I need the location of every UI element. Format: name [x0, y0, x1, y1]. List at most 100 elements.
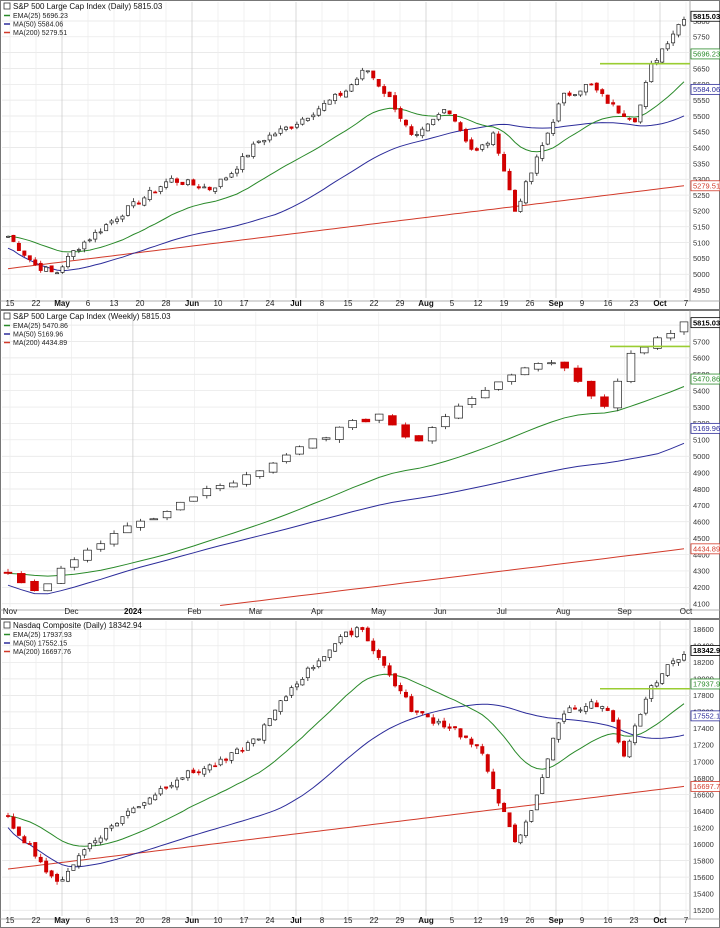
- candle: [284, 125, 289, 132]
- panel-frame: [0, 0, 720, 310]
- candle: [622, 110, 627, 117]
- candle-body: [82, 241, 87, 250]
- candle-body: [627, 117, 632, 120]
- candle: [638, 104, 643, 124]
- y-tick-label: 4900: [693, 468, 710, 477]
- candle: [191, 178, 196, 186]
- legend-entry: MA(200) 4434.89: [13, 340, 67, 347]
- candle-body: [3, 571, 13, 574]
- candle-body: [169, 177, 174, 183]
- candle-body: [540, 145, 545, 159]
- candle: [218, 178, 223, 189]
- candle-body: [420, 711, 425, 714]
- candle: [454, 403, 463, 420]
- candle: [589, 83, 594, 86]
- candle: [327, 99, 332, 105]
- candle: [382, 84, 387, 97]
- candle: [679, 321, 689, 335]
- candle-body: [125, 205, 130, 216]
- candle-body: [321, 437, 331, 440]
- series-line-ma200: [220, 548, 685, 606]
- candle: [224, 176, 229, 181]
- candle: [131, 198, 136, 209]
- panel-frame: [0, 619, 720, 928]
- y-tick-label: 5350: [693, 159, 710, 168]
- candle-body: [682, 654, 686, 661]
- candle: [496, 131, 501, 156]
- candle-body: [671, 33, 676, 44]
- value-label-box: [690, 317, 720, 329]
- candle: [520, 366, 530, 376]
- candle: [43, 583, 53, 592]
- candle: [551, 737, 556, 761]
- candle-body: [202, 186, 207, 189]
- candle-body: [401, 424, 410, 438]
- candle-body: [104, 827, 109, 840]
- candle-body: [305, 667, 310, 679]
- candle: [534, 154, 539, 176]
- value-label-box: [690, 180, 720, 192]
- candle-body: [643, 82, 648, 107]
- candle-body: [551, 737, 556, 761]
- candle-body: [255, 470, 265, 477]
- candle: [109, 218, 114, 226]
- y-tick-label: 5150: [693, 223, 710, 232]
- candle: [403, 119, 408, 128]
- candle: [109, 823, 114, 832]
- candle: [96, 540, 106, 552]
- candle-body: [491, 132, 496, 145]
- y-tick-label: 16000: [693, 840, 714, 849]
- candle: [469, 736, 474, 748]
- candle-body: [245, 154, 250, 158]
- candle: [284, 695, 289, 702]
- candle-body: [120, 816, 125, 824]
- candle: [529, 810, 534, 823]
- candle: [185, 769, 190, 781]
- candle: [507, 168, 512, 191]
- candle-body: [33, 259, 38, 266]
- y-tick-label: 15400: [693, 889, 714, 898]
- candle: [147, 796, 152, 805]
- candle-body: [98, 231, 103, 234]
- candle-body: [44, 266, 49, 272]
- candle-body: [71, 864, 76, 871]
- x-tick-label: Oct: [680, 607, 693, 616]
- candle: [308, 438, 318, 449]
- candle: [361, 418, 371, 423]
- candle-body: [547, 362, 556, 365]
- candle: [660, 673, 665, 685]
- candle: [71, 864, 76, 871]
- candle: [322, 656, 327, 662]
- candle: [169, 175, 174, 183]
- candle-body: [572, 707, 577, 710]
- candle: [87, 238, 92, 243]
- candle-body: [180, 777, 185, 780]
- candle-body: [502, 802, 507, 813]
- candle-body: [583, 84, 588, 93]
- candle: [278, 125, 283, 136]
- x-tick-label: Sep: [617, 607, 632, 616]
- candle-body: [660, 48, 665, 63]
- candle: [545, 132, 550, 146]
- candle-body: [382, 656, 387, 666]
- candle-body: [567, 92, 572, 96]
- candle: [436, 112, 441, 122]
- candle: [348, 419, 357, 431]
- candle-body: [125, 810, 130, 816]
- candle: [6, 812, 10, 819]
- candle: [453, 114, 458, 123]
- candle: [213, 762, 218, 768]
- candle-body: [136, 202, 141, 205]
- candles: [6, 16, 686, 275]
- candle-body: [104, 224, 109, 232]
- x-tick-label: Mar: [249, 607, 263, 616]
- candle-body: [589, 83, 594, 86]
- x-tick-label: 24: [266, 916, 275, 925]
- candle: [447, 110, 452, 115]
- candle-body: [665, 664, 670, 676]
- candle-body: [578, 709, 583, 712]
- candle: [398, 682, 403, 695]
- candle-body: [480, 746, 485, 754]
- candle: [321, 436, 331, 442]
- candle: [224, 757, 229, 764]
